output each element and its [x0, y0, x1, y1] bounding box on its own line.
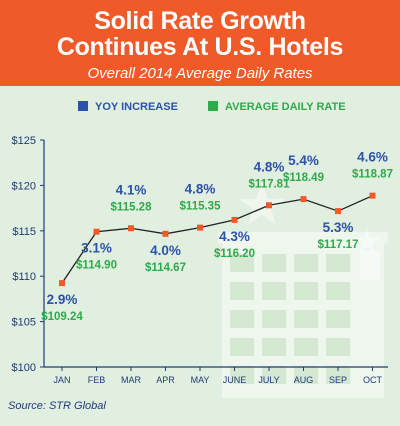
yoy-data-label: 4.0% [150, 243, 181, 258]
adr-data-label: $116.20 [214, 248, 255, 260]
x-tick-label: AUG [294, 375, 314, 385]
yoy-data-label: 4.6% [357, 150, 388, 165]
y-tick-label: $120 [12, 180, 36, 192]
title-banner: Solid Rate Growth Continues At U.S. Hote… [0, 0, 400, 86]
adr-data-label: $114.90 [76, 260, 117, 272]
yoy-data-label: 4.3% [219, 229, 250, 244]
star-icon [239, 183, 285, 225]
yoy-data-label: 4.1% [116, 182, 147, 197]
chart: YOY INCREASE AVERAGE DAILY RATE $100 $105… [12, 101, 393, 398]
data-markers [59, 192, 376, 287]
data-point-marker [128, 225, 134, 232]
adr-data-label: $118.87 [352, 169, 393, 181]
x-tick-label: MAR [121, 375, 142, 385]
x-tick-label: OCT [363, 375, 383, 385]
adr-data-label: $114.67 [145, 262, 186, 274]
series-line [61, 195, 373, 284]
y-tick-label: $115 [12, 226, 36, 238]
yoy-data-label: 4.8% [254, 159, 285, 174]
title-line-1: Solid Rate Growth [94, 7, 306, 35]
legend-swatch-adr [208, 101, 218, 111]
building-windows [230, 254, 350, 384]
y-axis-ticks: $100 $105 $110 $115 $120 $125 [12, 135, 44, 374]
x-tick-label: JAN [53, 375, 70, 385]
y-tick-label: $125 [12, 135, 36, 147]
x-tick-label: SEP [329, 375, 347, 385]
legend-label-yoy: YOY INCREASE [95, 101, 178, 113]
adr-data-label: $115.35 [180, 201, 222, 213]
x-tick-label: FEB [88, 375, 106, 385]
yoy-data-label: 5.3% [323, 220, 354, 235]
adr-data-label: $115.28 [111, 201, 153, 213]
adr-data-label: $109.24 [41, 311, 83, 323]
x-tick-label: JUNE [223, 375, 247, 385]
x-tick-label: APR [156, 375, 175, 385]
yoy-data-label: 5.4% [288, 153, 319, 168]
data-point-marker [266, 202, 272, 209]
title-line-2: Continues At U.S. Hotels [56, 33, 344, 61]
data-point-marker [369, 192, 376, 199]
x-tick-label: JULY [258, 375, 279, 385]
yoy-data-label: 2.9% [47, 292, 78, 307]
y-tick-label: $100 [12, 362, 36, 374]
data-point-marker [162, 230, 169, 237]
adr-data-label: $117.81 [249, 178, 291, 190]
adr-data-label: $118.49 [283, 172, 324, 184]
legend-swatch-yoy [78, 101, 88, 111]
legend: YOY INCREASE AVERAGE DAILY RATE [78, 101, 346, 113]
y-tick-label: $110 [12, 271, 36, 283]
data-point-marker [335, 208, 341, 215]
adr-data-label: $117.17 [318, 239, 359, 251]
x-tick-label: MAY [191, 375, 210, 385]
yoy-data-label: 4.8% [185, 182, 216, 197]
data-point-marker [59, 280, 65, 287]
building-sign [360, 250, 380, 280]
y-tick-label: $105 [12, 317, 36, 329]
star-icon [354, 229, 380, 253]
x-axis-ticks: JAN FEB MAR APR MAY JUNE JULY AUG SEP OCT [53, 367, 383, 385]
yoy-data-label: 3.1% [81, 241, 112, 256]
data-labels: 2.9% $109.24 3.1% $114.90 4.1% $115.28 4.0% $11… [41, 150, 393, 323]
legend-label-adr: AVERAGE DAILY RATE [225, 101, 346, 113]
data-point-marker [93, 228, 100, 235]
source-note: Source: STR Global [8, 400, 106, 412]
data-point-marker [300, 196, 307, 203]
adr-line [61, 195, 373, 284]
data-point-marker [197, 224, 203, 231]
data-point-marker [231, 216, 238, 223]
building-roof [218, 232, 388, 244]
subtitle: Overall 2014 Average Daily Rates [87, 65, 313, 82]
